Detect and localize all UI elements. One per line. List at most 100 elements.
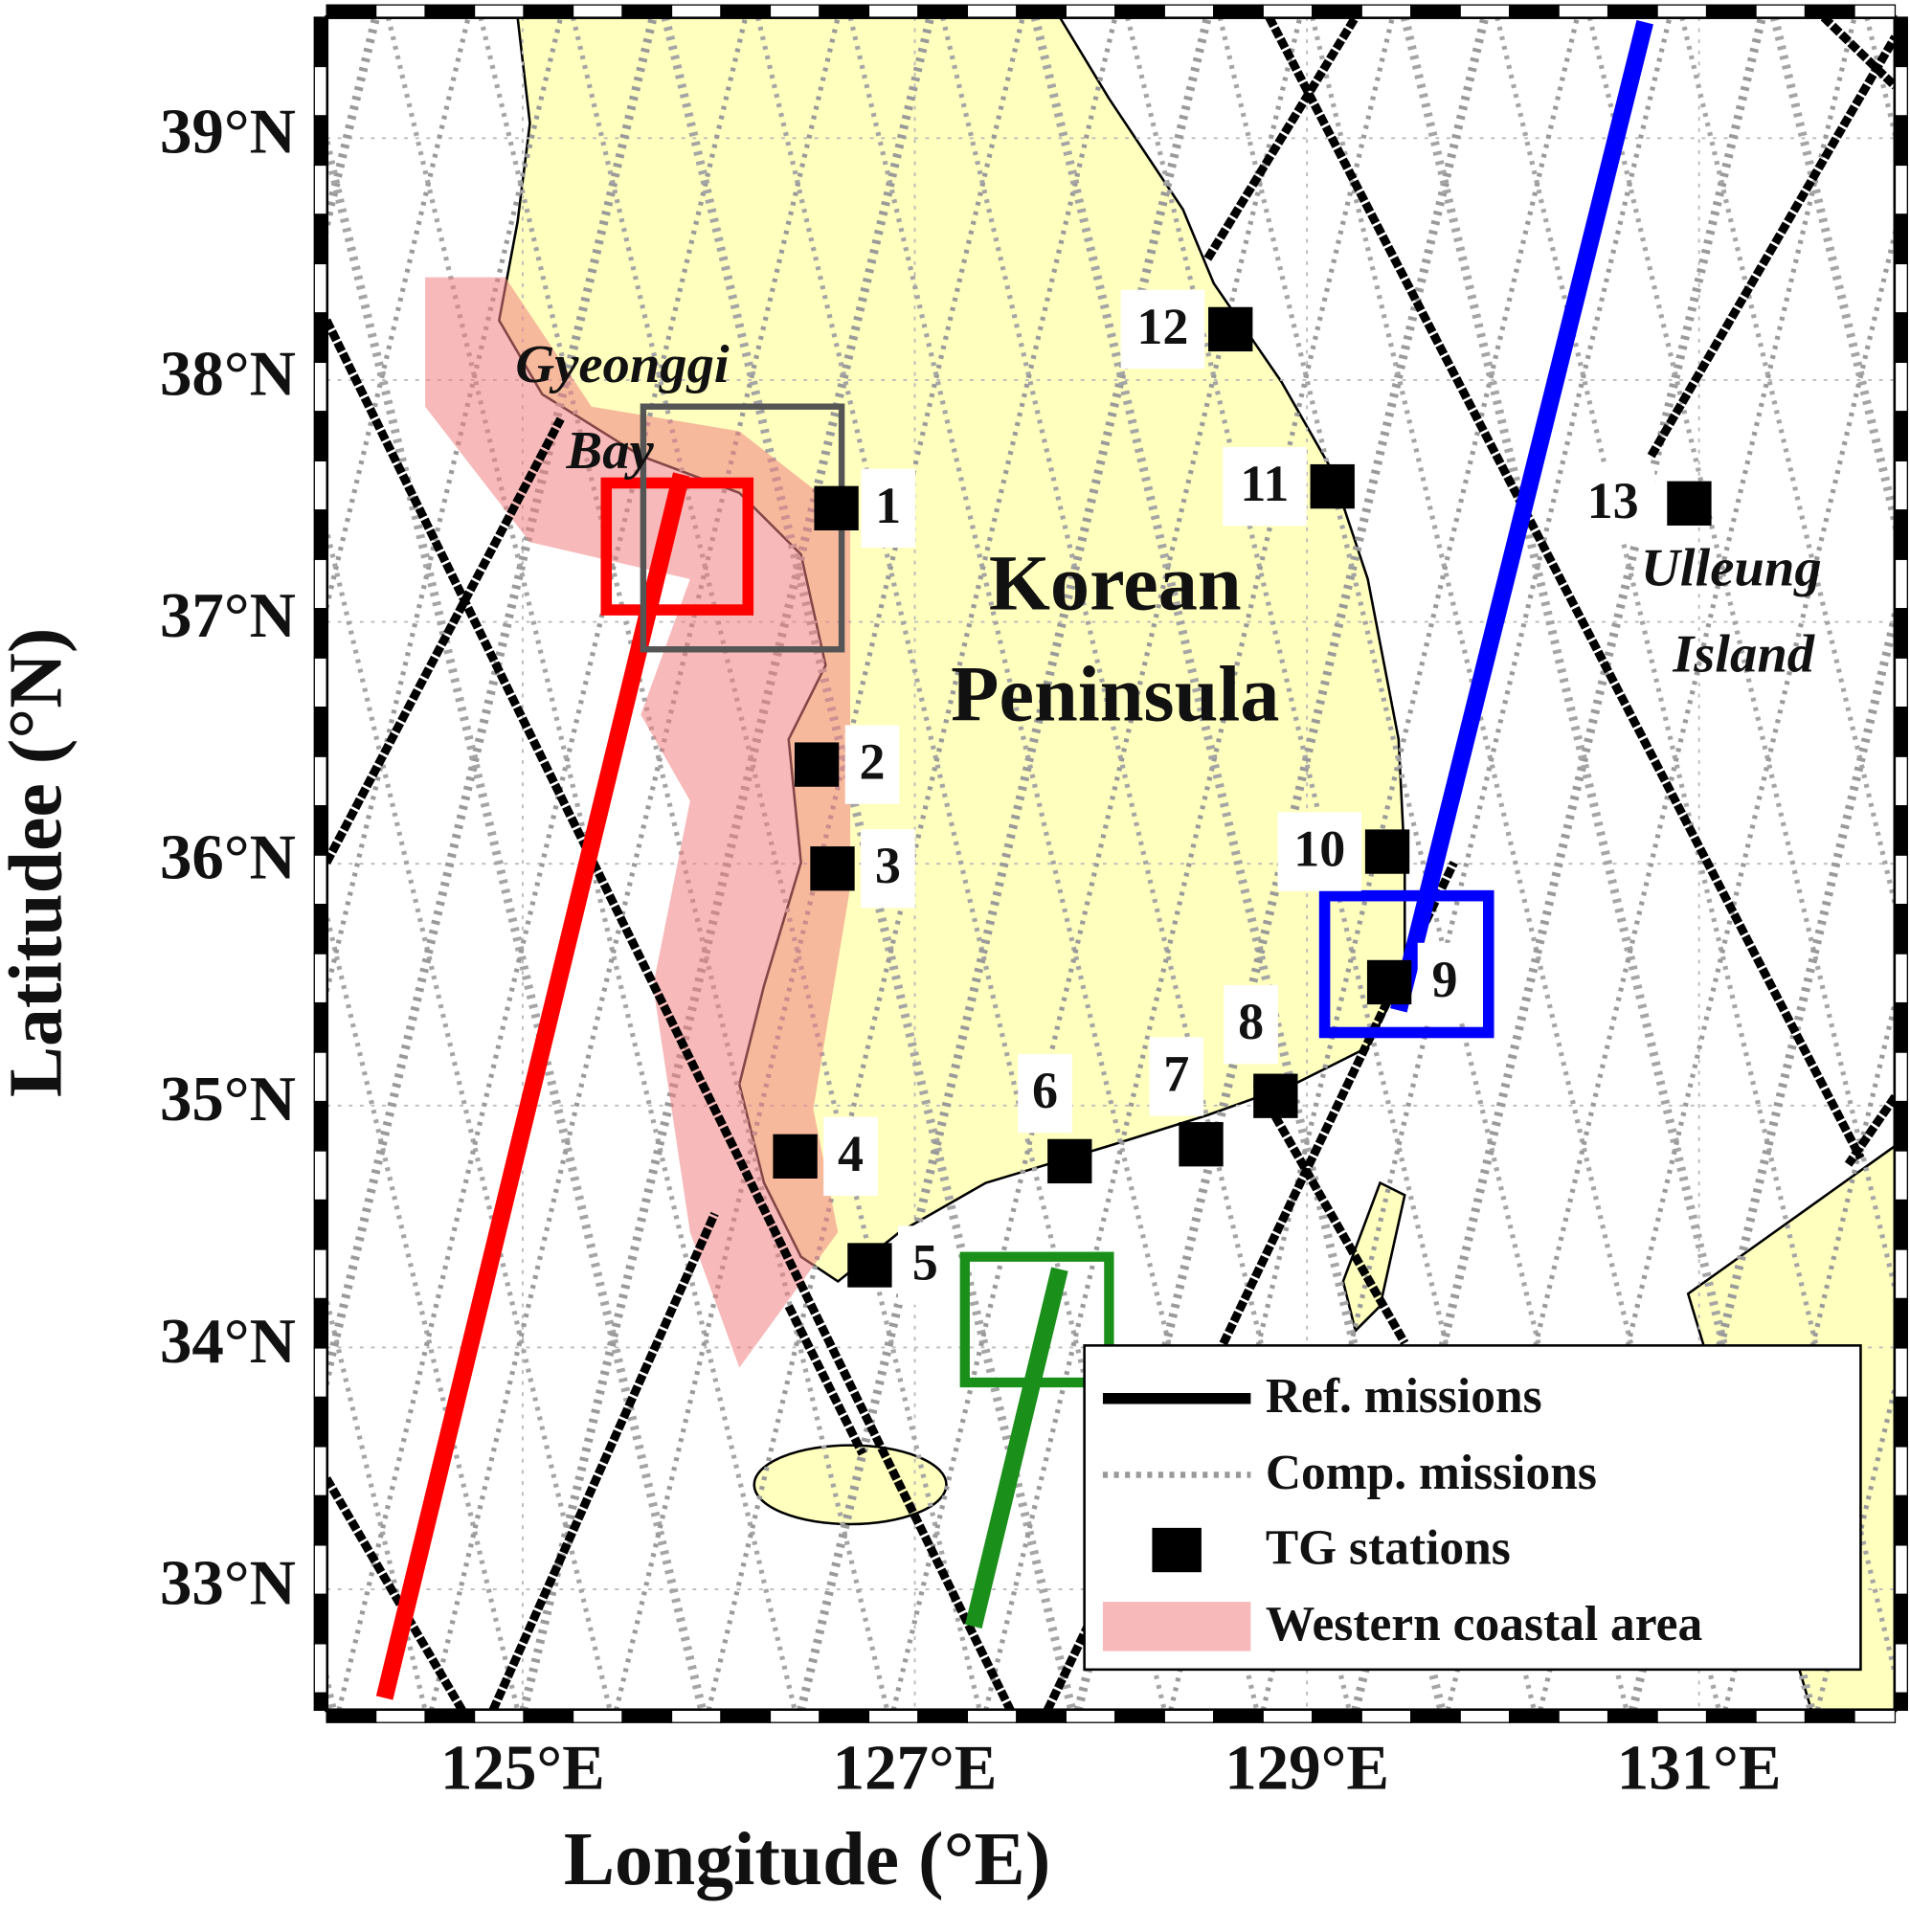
comp-track xyxy=(326,17,471,618)
comp-track xyxy=(1586,17,1896,1300)
frame-segment xyxy=(1894,657,1908,708)
frame-segment xyxy=(313,115,327,167)
frame-segment xyxy=(1854,1709,1897,1723)
legend-area-patch xyxy=(1102,1602,1251,1651)
jeju-island xyxy=(753,1444,948,1526)
y-tick-label: 35°N xyxy=(160,1064,296,1134)
frame-segment xyxy=(424,4,476,18)
frame-segment xyxy=(1509,4,1560,18)
frame-segment xyxy=(1894,1150,1908,1202)
frame-segment xyxy=(867,1709,919,1723)
frame-segment xyxy=(313,1593,327,1645)
tg-station xyxy=(1047,1138,1092,1184)
frame-segment xyxy=(1894,805,1908,856)
frame-segment xyxy=(313,1643,327,1694)
comp-track xyxy=(429,17,841,1711)
station-label-bg xyxy=(1570,463,1655,543)
station-label-bg xyxy=(1224,984,1278,1065)
place-name: Korean xyxy=(989,540,1242,627)
place-name: Gyeonggi xyxy=(515,335,730,394)
frame-segment xyxy=(1894,460,1908,511)
frame-segment xyxy=(313,1051,327,1103)
frame-segment xyxy=(313,1199,327,1250)
comp-track xyxy=(326,17,658,1396)
ref-track xyxy=(326,1476,466,1711)
station-label-bg xyxy=(861,829,915,909)
station-label: 13 xyxy=(1587,472,1639,529)
frame-segment xyxy=(670,1709,722,1723)
frame-segment xyxy=(572,4,623,18)
station-label-bg xyxy=(861,468,915,549)
frame-segment xyxy=(313,1248,327,1300)
y-axis-label: Latitudee (°N) xyxy=(0,628,78,1098)
frame-segment xyxy=(1114,1709,1165,1723)
frame-segment xyxy=(313,1692,327,1711)
frame-segment xyxy=(1360,1709,1412,1723)
frame-segment xyxy=(1804,1709,1855,1723)
frame-segment xyxy=(1894,361,1908,413)
tg-station xyxy=(1310,463,1355,509)
comp-track xyxy=(1260,17,1673,1711)
comp-track xyxy=(1538,222,1896,1711)
comp-track xyxy=(983,17,1395,1711)
frame-segment xyxy=(1262,4,1314,18)
frame-segment xyxy=(1894,1297,1908,1349)
frame-segment xyxy=(917,4,969,18)
place-name: Island xyxy=(1672,625,1815,685)
station-label-bg xyxy=(1417,942,1472,1022)
ref-track xyxy=(326,416,565,865)
frame-segment xyxy=(819,1709,870,1723)
frame-segment xyxy=(1607,4,1658,18)
frame-segment xyxy=(1894,411,1908,461)
ref-track xyxy=(1820,17,1896,90)
frame-segment xyxy=(1894,1494,1908,1546)
station-label-bg xyxy=(1223,446,1307,527)
frame-segment xyxy=(1894,1001,1908,1053)
frame-segment xyxy=(424,1709,476,1723)
tg-station xyxy=(773,1134,818,1179)
frame-segment xyxy=(313,904,327,955)
frame-segment xyxy=(473,4,525,18)
place-name: Peninsula xyxy=(951,650,1279,737)
frame-segment xyxy=(313,1396,327,1448)
frame-segment xyxy=(313,1494,327,1546)
station-label: 12 xyxy=(1136,298,1188,355)
frame-segment xyxy=(1894,608,1908,659)
station-label: 1 xyxy=(875,477,901,534)
station-label: 5 xyxy=(912,1234,938,1292)
y-tick-label: 39°N xyxy=(160,97,296,168)
frame-segment xyxy=(1755,1709,1807,1723)
frame-segment xyxy=(1410,4,1461,18)
frame-segment xyxy=(313,1001,327,1053)
tg-station xyxy=(847,1243,892,1288)
frame-segment xyxy=(1894,1446,1908,1497)
frame-segment xyxy=(1894,953,1908,1004)
frame-segment xyxy=(313,657,327,708)
frame-segment xyxy=(313,805,327,856)
frame-segment xyxy=(1894,1643,1908,1694)
legend-label: TG stations xyxy=(1266,1520,1511,1575)
x-tick-label: 125°E xyxy=(440,1733,605,1804)
frame-segment xyxy=(313,213,327,265)
frame-segment xyxy=(1656,4,1708,18)
station-label: 10 xyxy=(1293,820,1345,878)
place-name: Ulleung xyxy=(1641,538,1822,597)
station-label-bg xyxy=(1277,812,1362,891)
tg-station xyxy=(1253,1073,1298,1118)
frame-segment xyxy=(1894,1347,1908,1399)
frame-segment xyxy=(1894,755,1908,807)
frame-segment xyxy=(313,262,327,314)
frame-segment xyxy=(1016,4,1067,18)
place-name: Bay xyxy=(566,421,655,481)
frame-segment xyxy=(1894,1199,1908,1250)
frame-segment xyxy=(1854,4,1897,18)
legend-label: Comp. missions xyxy=(1266,1446,1597,1500)
ref-track xyxy=(1265,17,1865,1160)
frame-segment xyxy=(1459,4,1511,18)
frame-segment xyxy=(1312,4,1362,18)
frame-segment xyxy=(313,1446,327,1497)
x-tick-label: 131°E xyxy=(1617,1733,1782,1804)
